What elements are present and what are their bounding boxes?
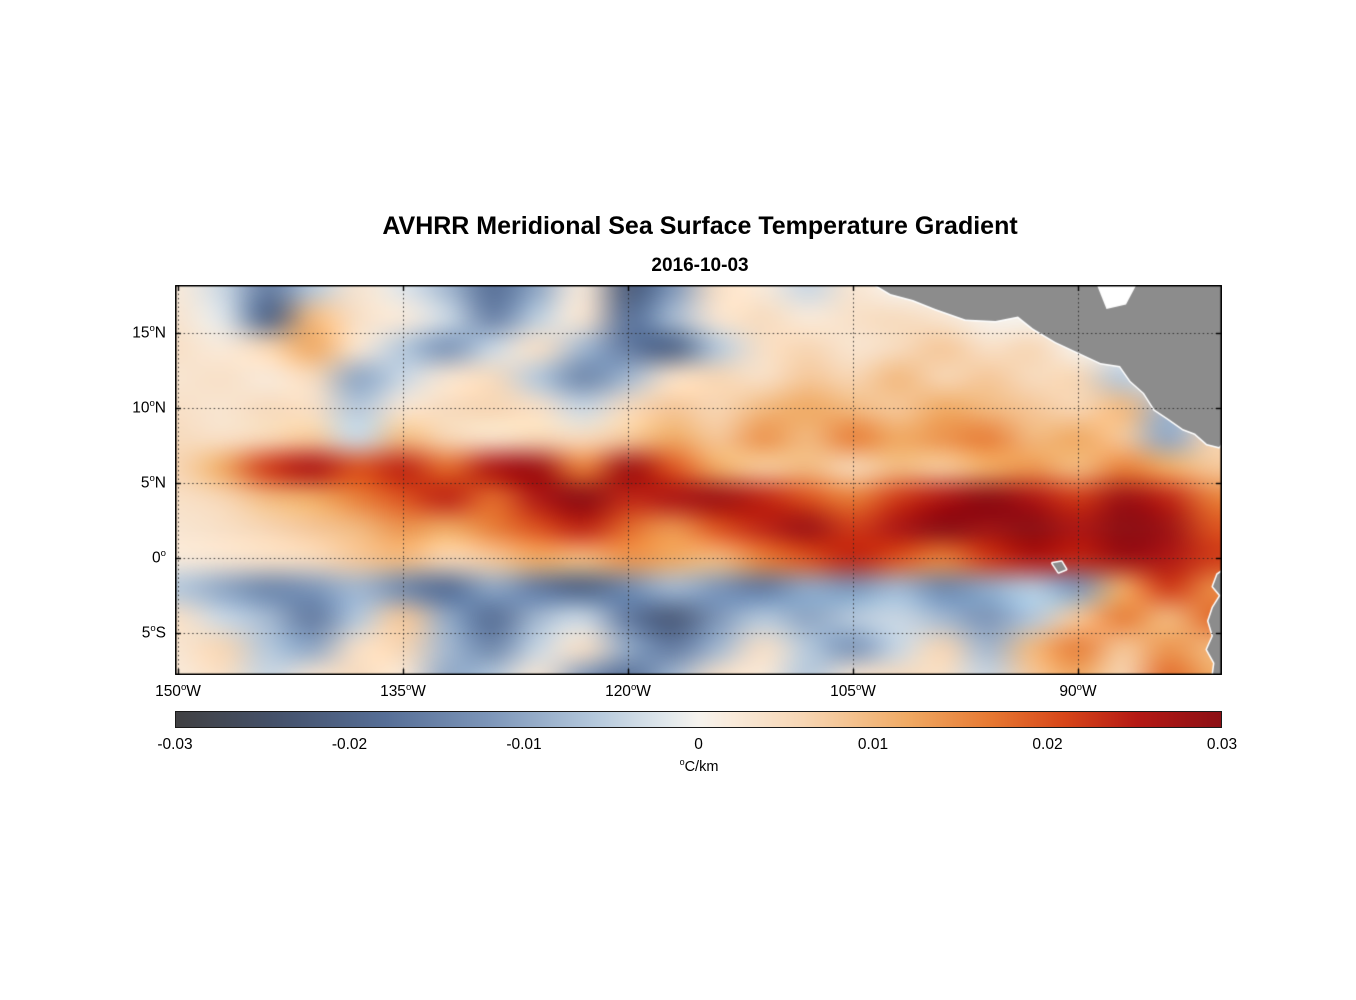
y-axis-tick-label: 15oN <box>132 323 166 342</box>
colorbar-tick-label: -0.01 <box>506 736 542 753</box>
colorbar-tick-label: 0.02 <box>1032 736 1063 753</box>
chart-title: AVHRR Meridional Sea Surface Temperature… <box>382 212 1018 240</box>
y-axis-tick-label: 0o <box>152 548 166 567</box>
x-axis-tick-label: 105oW <box>830 681 876 700</box>
colorbar-tick-label: 0 <box>694 736 703 753</box>
chart-date: 2016-10-03 <box>651 255 749 276</box>
y-axis-tick-label: 5oN <box>140 473 166 492</box>
x-axis-tick-label: 120oW <box>605 681 651 700</box>
colorbar-tick-label: -0.03 <box>157 736 193 753</box>
x-axis-tick-label: 90oW <box>1059 681 1097 700</box>
x-axis-tick-label: 150oW <box>155 681 201 700</box>
sst-gradient-heatmap <box>175 285 1222 675</box>
colorbar-tick-label: 0.03 <box>1206 736 1238 753</box>
colorbar-gradient <box>175 711 1222 728</box>
colorbar-tick-label: -0.02 <box>331 736 368 753</box>
colorbar-units-label: oC/km <box>679 757 719 775</box>
colorbar-tick-label: 0.01 <box>857 736 889 753</box>
y-axis-tick-label: 10oN <box>132 398 166 417</box>
x-axis-tick-label: 135oW <box>380 681 426 700</box>
y-axis-tick-label: 5oS <box>141 623 166 642</box>
